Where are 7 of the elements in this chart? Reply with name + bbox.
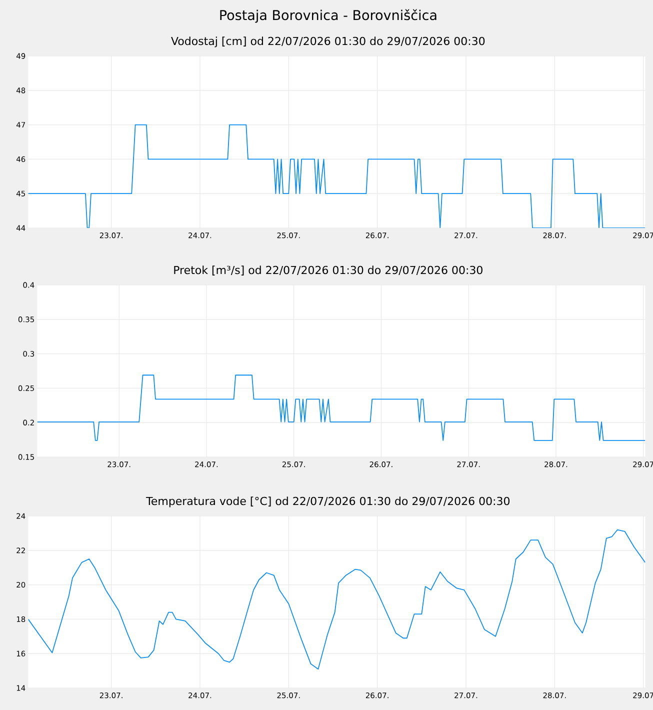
line-series: [37, 374, 646, 441]
chart-subtitle: Vodostaj [cm] od 22/07/2026 01:30 do 29/07/2026 00:30: [170, 36, 485, 48]
chart-title: Postaja Borovnica - Borovniščica: [220, 9, 436, 23]
chart-title: Pretok [m³/s] od 22/07/2026 01:30 do 29/07/2026 00:30: [174, 266, 482, 276]
chart-title: Temperatura vode [°C] od 22/07/2026 01:30 do 29/07/2026 00:30: [146, 496, 510, 508]
line-series: [28, 529, 646, 670]
line-series: [28, 124, 646, 228]
